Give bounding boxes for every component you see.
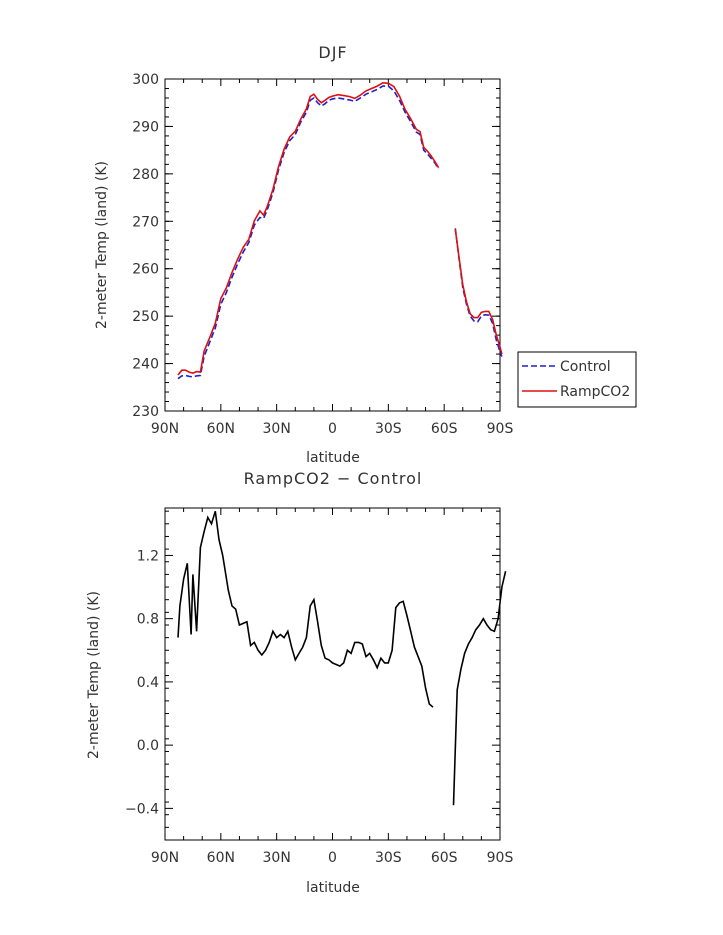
- series-line-difference-segment-0: [177, 510, 434, 708]
- y-tick-label: 270: [132, 214, 159, 230]
- legend-label-control: Control: [560, 359, 611, 375]
- bottom-axis-ticks: [164, 508, 501, 841]
- bottom-y-axis-label: 2-meter Temp (land) (K): [86, 591, 102, 759]
- top-panel: DJF 90N 60N 30N 0 30S 60S 90S 2302402502602702…: [94, 43, 637, 466]
- bottom-series-lines: [177, 510, 507, 806]
- series-line-rampco2-segment-0: [177, 81, 440, 376]
- top-y-axis-label: 2-meter Temp (land) (K): [94, 161, 110, 329]
- bottom-x-tick-labels: 90N 60N 30N 0 30S 60S 90S: [151, 850, 514, 866]
- bottom-y-tick-labels: −0.4 0.0 0.4 0.8 1.2: [125, 548, 159, 817]
- y-tick-label: 230: [132, 404, 159, 420]
- x-tick-label: 90S: [487, 421, 514, 437]
- top-series-lines: [177, 81, 503, 380]
- x-tick-label: 60S: [431, 850, 458, 866]
- x-tick-label: 30S: [375, 421, 402, 437]
- x-tick-label: 60S: [431, 421, 458, 437]
- y-tick-label: 0.0: [137, 738, 159, 754]
- top-axis-ticks: [164, 78, 501, 412]
- series-line-control-segment-0: [177, 85, 440, 380]
- x-tick-label: 90N: [151, 850, 179, 866]
- series-line-control-segment-1: [454, 228, 503, 357]
- x-tick-label: 60N: [207, 850, 235, 866]
- legend-box: [517, 351, 637, 408]
- top-x-axis-label: latitude: [306, 450, 360, 466]
- x-tick-label: 60N: [207, 421, 235, 437]
- y-tick-label: 250: [132, 309, 159, 325]
- bottom-panel: RampCO2 − Control 90N 60N 30N 0 30S 60S 90S −0…: [86, 469, 513, 896]
- top-plot-frame: [164, 78, 501, 412]
- legend-label-rampco2: RampCO2: [560, 384, 630, 400]
- y-tick-label: 290: [132, 119, 159, 135]
- x-tick-label: 90N: [151, 421, 179, 437]
- y-tick-label: 0.4: [137, 675, 159, 691]
- y-tick-label: 300: [132, 72, 159, 88]
- y-tick-label: −0.4: [125, 801, 159, 817]
- y-tick-label: 1.2: [137, 548, 159, 564]
- y-tick-label: 260: [132, 262, 159, 278]
- x-tick-label: 30S: [375, 850, 402, 866]
- x-tick-label: 30N: [263, 850, 291, 866]
- y-tick-label: 280: [132, 167, 159, 183]
- top-y-tick-labels: 230 240 250 260 270 280 290 300: [132, 72, 159, 420]
- x-tick-label: 0: [328, 850, 337, 866]
- y-tick-label: 0.8: [137, 612, 159, 628]
- x-tick-label: 90S: [487, 850, 514, 866]
- x-tick-label: 30N: [263, 421, 291, 437]
- top-x-tick-labels: 90N 60N 30N 0 30S 60S 90S: [151, 421, 514, 437]
- legend: Control RampCO2: [517, 351, 637, 408]
- series-line-difference-segment-1: [452, 571, 507, 806]
- bottom-chart-title: RampCO2 − Control: [244, 469, 423, 488]
- top-chart-title: DJF: [318, 43, 347, 62]
- series-line-rampco2-segment-1: [454, 229, 503, 355]
- bottom-plot-frame: [164, 507, 501, 841]
- x-tick-label: 0: [328, 421, 337, 437]
- y-tick-label: 240: [132, 357, 159, 373]
- bottom-x-axis-label: latitude: [306, 880, 360, 896]
